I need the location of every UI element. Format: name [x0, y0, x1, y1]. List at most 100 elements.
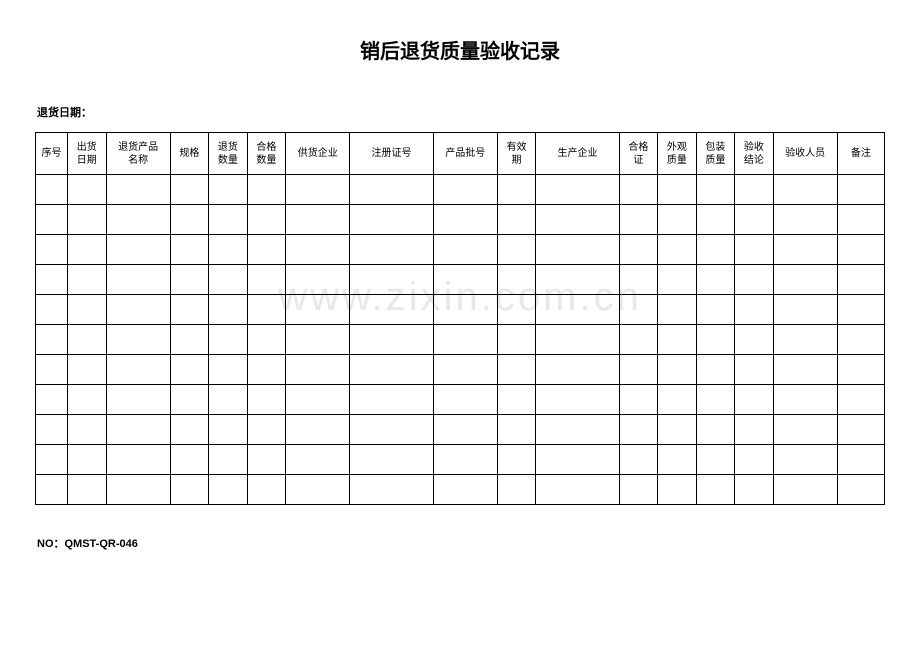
table-cell — [536, 475, 619, 505]
table-cell — [619, 445, 657, 475]
column-header: 合格数量 — [247, 133, 285, 175]
table-cell — [350, 295, 433, 325]
table-cell — [286, 325, 350, 355]
table-cell — [36, 295, 68, 325]
table-cell — [106, 355, 170, 385]
table-cell — [658, 445, 696, 475]
table-cell — [433, 265, 497, 295]
table-cell — [536, 205, 619, 235]
table-cell — [247, 175, 285, 205]
table-cell — [619, 175, 657, 205]
table-cell — [837, 325, 884, 355]
table-cell — [735, 325, 773, 355]
column-header: 备注 — [837, 133, 884, 175]
table-cell — [497, 415, 535, 445]
table-cell — [170, 325, 208, 355]
table-cell — [106, 235, 170, 265]
table-cell — [247, 325, 285, 355]
table-cell — [696, 205, 734, 235]
column-header: 验收人员 — [773, 133, 837, 175]
table-cell — [36, 385, 68, 415]
table-cell — [497, 205, 535, 235]
table-cell — [36, 175, 68, 205]
table-cell — [68, 175, 106, 205]
document-number: NO：QMST-QR-046 — [37, 535, 885, 551]
table-cell — [773, 415, 837, 445]
table-cell — [619, 205, 657, 235]
table-cell — [247, 295, 285, 325]
table-cell — [433, 325, 497, 355]
table-row — [36, 415, 885, 445]
table-cell — [837, 235, 884, 265]
table-row — [36, 325, 885, 355]
table-cell — [170, 445, 208, 475]
table-cell — [106, 385, 170, 415]
table-row — [36, 205, 885, 235]
table-cell — [36, 445, 68, 475]
table-cell — [735, 295, 773, 325]
table-cell — [350, 265, 433, 295]
table-cell — [696, 325, 734, 355]
table-cell — [696, 235, 734, 265]
table-cell — [497, 295, 535, 325]
column-header: 验收结论 — [735, 133, 773, 175]
table-cell — [286, 265, 350, 295]
table-cell — [536, 355, 619, 385]
table-cell — [350, 355, 433, 385]
table-cell — [247, 385, 285, 415]
table-cell — [536, 385, 619, 415]
table-cell — [68, 325, 106, 355]
table-cell — [658, 355, 696, 385]
table-cell — [433, 355, 497, 385]
table-cell — [247, 445, 285, 475]
table-cell — [773, 295, 837, 325]
table-cell — [106, 325, 170, 355]
table-cell — [286, 445, 350, 475]
table-cell — [536, 415, 619, 445]
table-cell — [170, 415, 208, 445]
column-header: 外观质量 — [658, 133, 696, 175]
table-header-row: 序号出货日期退货产品名称规格退货数量合格数量供货企业注册证号产品批号有效期生产企… — [36, 133, 885, 175]
table-cell — [735, 205, 773, 235]
table-cell — [350, 175, 433, 205]
table-cell — [773, 205, 837, 235]
table-cell — [350, 385, 433, 415]
table-cell — [247, 355, 285, 385]
table-cell — [170, 235, 208, 265]
column-header: 出货日期 — [68, 133, 106, 175]
column-header: 合格证 — [619, 133, 657, 175]
table-cell — [696, 445, 734, 475]
table-cell — [619, 265, 657, 295]
table-cell — [619, 295, 657, 325]
table-cell — [536, 265, 619, 295]
table-cell — [36, 415, 68, 445]
column-header: 退货产品名称 — [106, 133, 170, 175]
table-cell — [106, 295, 170, 325]
table-cell — [286, 475, 350, 505]
table-row — [36, 475, 885, 505]
table-cell — [286, 175, 350, 205]
table-cell — [497, 325, 535, 355]
table-cell — [837, 205, 884, 235]
table-cell — [619, 475, 657, 505]
table-cell — [497, 235, 535, 265]
table-row — [36, 175, 885, 205]
table-cell — [837, 175, 884, 205]
table-cell — [286, 385, 350, 415]
table-cell — [735, 355, 773, 385]
table-cell — [773, 235, 837, 265]
table-cell — [735, 265, 773, 295]
table-cell — [837, 355, 884, 385]
table-cell — [286, 415, 350, 445]
table-cell — [209, 355, 247, 385]
table-cell — [433, 475, 497, 505]
column-header: 包装质量 — [696, 133, 734, 175]
table-cell — [619, 385, 657, 415]
table-cell — [209, 385, 247, 415]
table-cell — [696, 355, 734, 385]
table-cell — [209, 325, 247, 355]
column-header: 规格 — [170, 133, 208, 175]
column-header: 生产企业 — [536, 133, 619, 175]
table-cell — [497, 265, 535, 295]
table-row — [36, 385, 885, 415]
